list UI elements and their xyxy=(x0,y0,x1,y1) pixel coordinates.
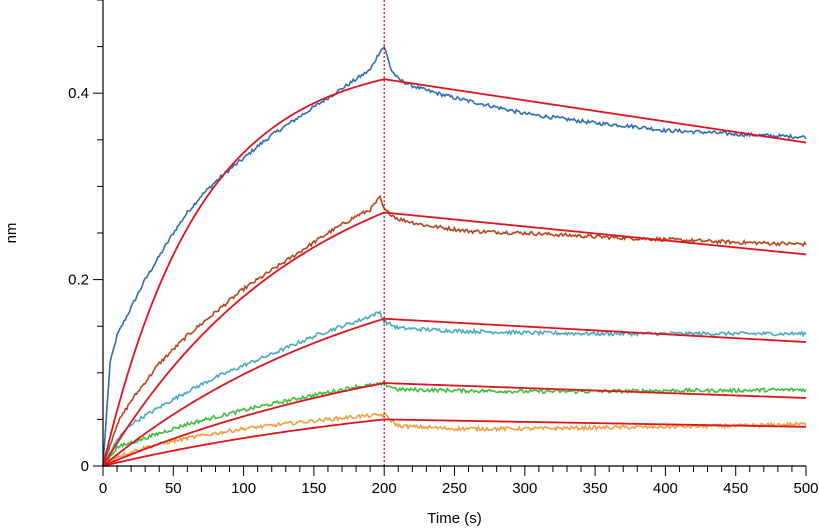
data-series-5 xyxy=(102,412,807,467)
axes: 0 50 100 150 200 250 300 350 400 450 500 0 0.2 0.4 xyxy=(68,0,819,497)
y-tick-label: 0 xyxy=(81,458,89,475)
x-tick-label: 100 xyxy=(231,480,256,497)
y-tick-label: 0.4 xyxy=(68,85,89,102)
x-axis-title: Time (s) xyxy=(427,510,481,527)
data-series-1 xyxy=(102,45,807,467)
x-tick-label: 300 xyxy=(512,480,537,497)
fit-curve-3 xyxy=(102,317,807,467)
x-tick-label: 200 xyxy=(372,480,397,497)
x-tick-label: 0 xyxy=(99,480,107,497)
fit-curve-4 xyxy=(102,382,807,467)
fit-curve-1 xyxy=(102,78,807,467)
data-series-2 xyxy=(102,194,807,467)
fit-curve-5 xyxy=(102,418,807,467)
x-tick-label: 150 xyxy=(301,480,326,497)
fit-curve-2 xyxy=(102,211,807,467)
data-series-4 xyxy=(102,381,807,467)
data-series-3 xyxy=(102,309,807,467)
y-axis-title: nm xyxy=(3,223,20,244)
y-tick-label: 0.2 xyxy=(68,272,89,289)
x-tick-label: 250 xyxy=(442,480,467,497)
series-layer xyxy=(102,45,807,467)
x-tick-label: 350 xyxy=(583,480,608,497)
x-tick-label: 50 xyxy=(165,480,182,497)
x-tick-label: 450 xyxy=(723,480,748,497)
x-tick-label: 500 xyxy=(793,480,818,497)
fit-layer xyxy=(102,78,807,467)
x-tick-label: 400 xyxy=(653,480,678,497)
